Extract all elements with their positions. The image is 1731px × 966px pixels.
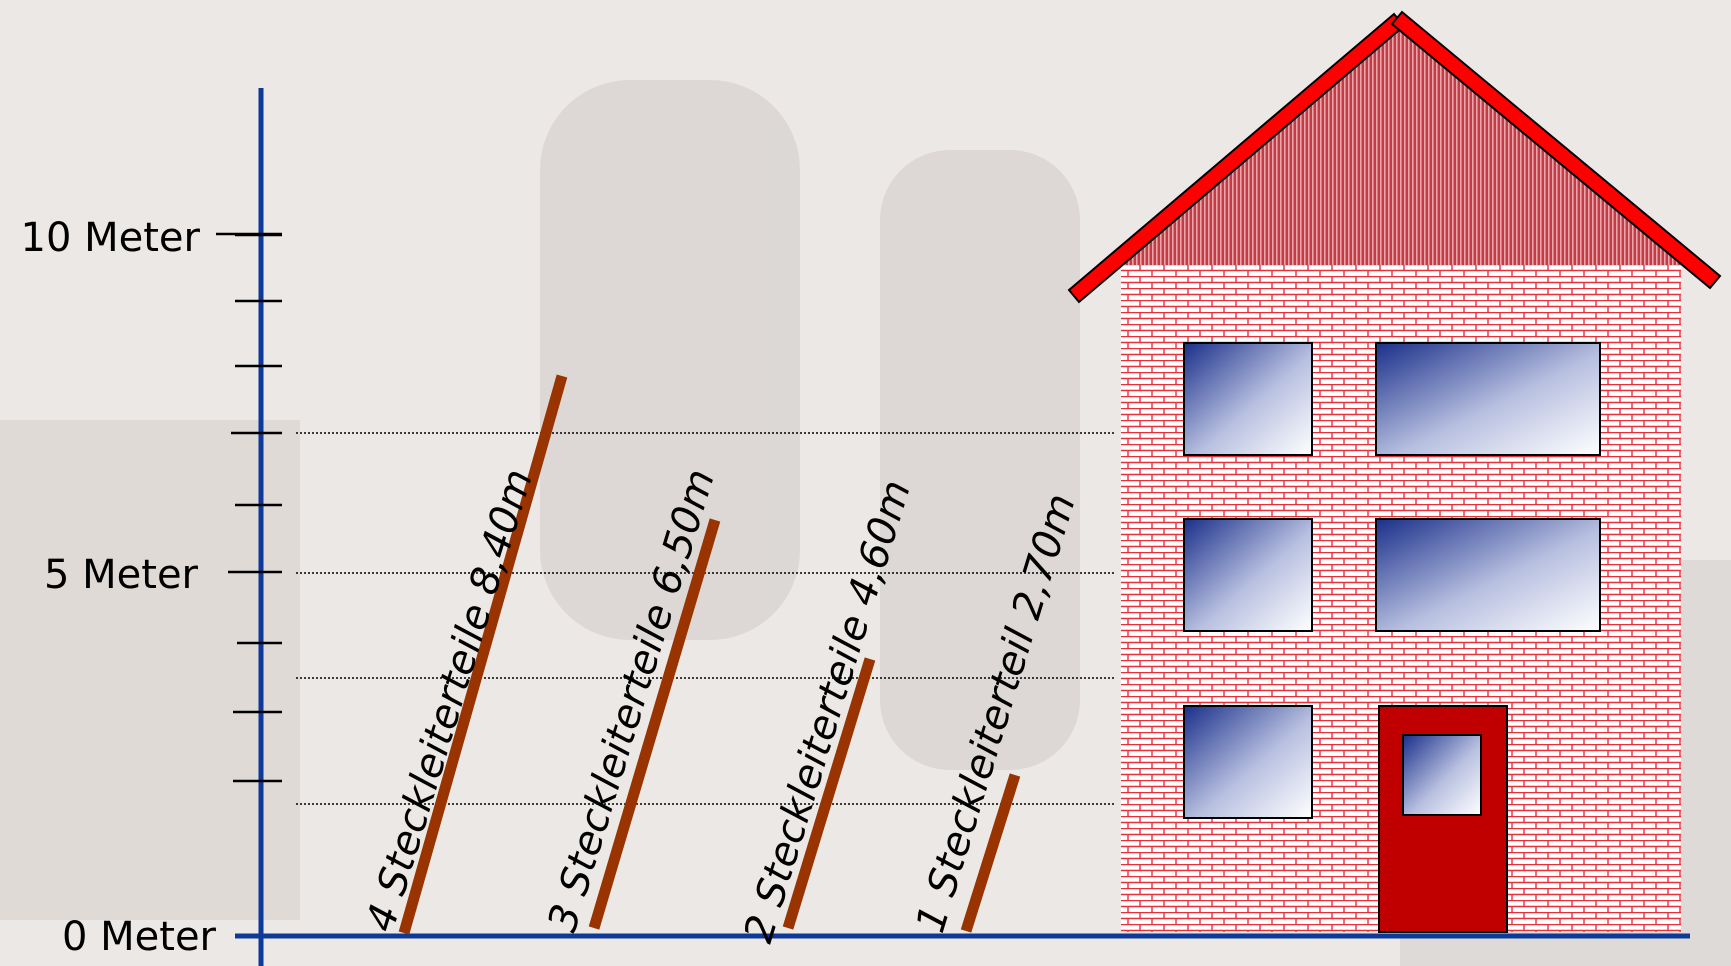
scale-label-10m: 10 Meter	[21, 215, 201, 261]
house-windows	[1183, 342, 1601, 819]
house	[1067, 10, 1722, 933]
ladder-1	[960, 773, 1021, 933]
window-middle-left	[1183, 518, 1313, 632]
window-top-right	[1375, 342, 1601, 456]
height-guides	[296, 432, 1116, 805]
scale-labels: 10 Meter 5 Meter 0 Meter	[21, 215, 217, 960]
scale-label-0m: 0 Meter	[62, 914, 217, 960]
window-middle-right	[1375, 518, 1601, 632]
window-bottom-left	[1183, 705, 1313, 819]
house-gable	[1122, 28, 1682, 265]
height-scale-axis	[216, 88, 1690, 966]
ladders	[398, 374, 1021, 935]
door-window	[1402, 734, 1482, 816]
roof-edge-right	[1390, 10, 1722, 290]
window-top-left	[1183, 342, 1313, 456]
house-roof	[1067, 10, 1722, 304]
ladder-4	[398, 374, 568, 935]
ladder-3	[588, 518, 721, 930]
ladder-2	[782, 657, 876, 930]
scale-label-5m: 5 Meter	[44, 552, 199, 598]
